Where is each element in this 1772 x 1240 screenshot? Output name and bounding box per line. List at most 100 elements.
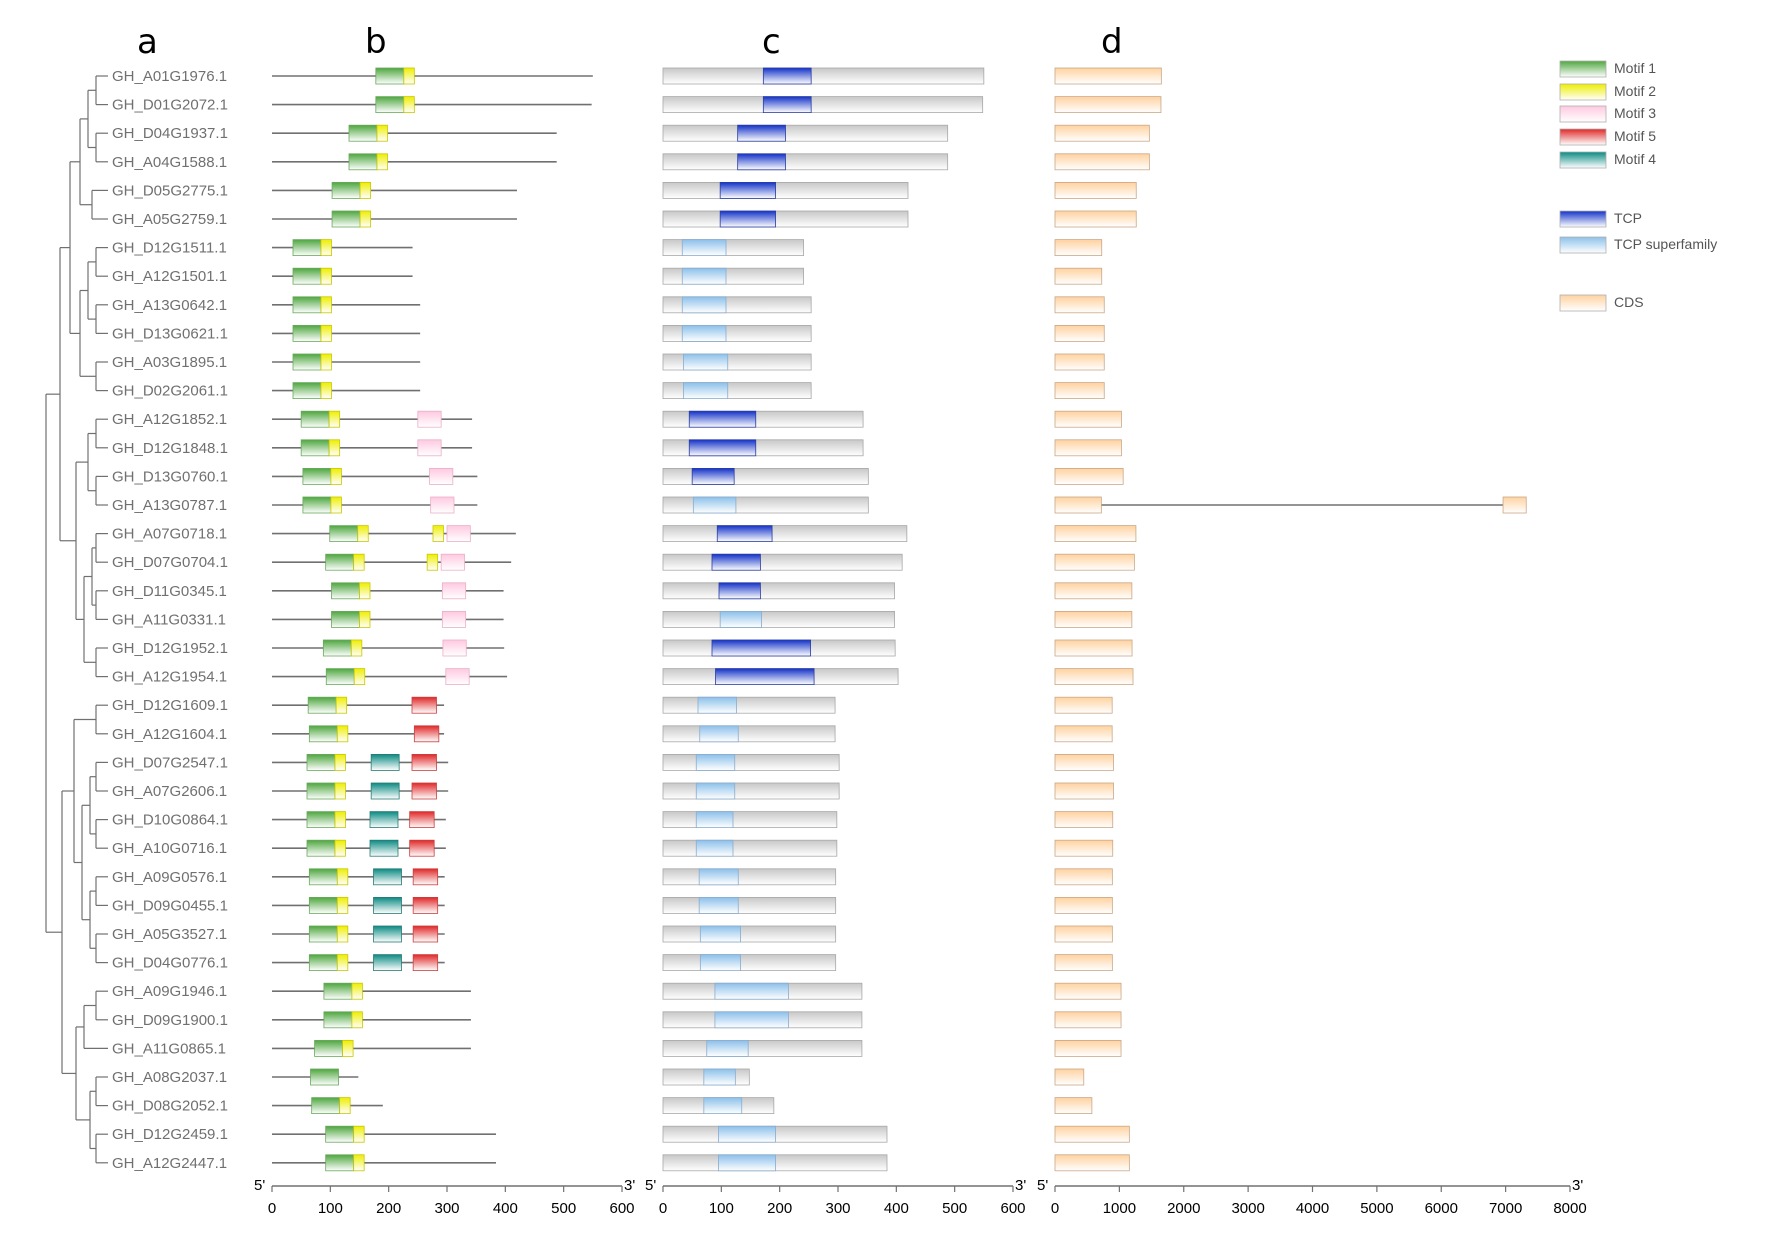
motif-2-box bbox=[334, 811, 346, 828]
motif-3-box bbox=[440, 553, 465, 571]
motif-2-box bbox=[334, 839, 346, 857]
motif-1-box bbox=[375, 67, 405, 85]
gene-label: GH_D02G2061.1 bbox=[112, 383, 228, 400]
motif-1-box bbox=[331, 181, 361, 199]
gene-label: GH_D12G2459.1 bbox=[112, 1126, 228, 1143]
gene-label: GH_A12G1501.1 bbox=[112, 268, 227, 285]
motif-4-box bbox=[373, 868, 402, 886]
cds-exon bbox=[1054, 1154, 1130, 1172]
motif-5-box bbox=[412, 868, 439, 886]
gene-label: GH_D12G1952.1 bbox=[112, 640, 228, 657]
motif-1-box bbox=[329, 525, 359, 542]
motif-1-box bbox=[325, 1154, 355, 1172]
motif-4-box bbox=[369, 811, 399, 828]
tcp-superfamily-domain bbox=[683, 353, 729, 371]
motif-2-box bbox=[426, 553, 439, 571]
gene-labels: GH_A01G1976.1 GH_D01G2072.1 GH_D04G1937.1 G… bbox=[112, 68, 228, 1172]
motif-5-box bbox=[409, 811, 435, 828]
cds-exon bbox=[1502, 496, 1527, 514]
gene-label: GH_A13G0787.1 bbox=[112, 497, 227, 514]
motif-2-box bbox=[336, 897, 349, 914]
tcp-domain bbox=[719, 210, 776, 228]
tcp-domain bbox=[711, 639, 811, 657]
gene-label: GH_A05G3527.1 bbox=[112, 926, 227, 943]
motif-5-box bbox=[412, 954, 439, 971]
protein-bar bbox=[662, 582, 895, 600]
cds-exon bbox=[1054, 153, 1150, 171]
motif-4-box bbox=[373, 954, 402, 971]
tcp-superfamily-domain bbox=[683, 382, 729, 400]
cds-exon bbox=[1054, 582, 1133, 600]
cds-exon bbox=[1054, 439, 1122, 457]
gene-tick-label: 0 bbox=[1051, 1200, 1059, 1217]
motif-1-box bbox=[375, 96, 405, 113]
motif-1-box bbox=[307, 696, 337, 714]
motif-1-box bbox=[308, 925, 338, 943]
protein-bar bbox=[662, 181, 909, 199]
cds-exon bbox=[1054, 639, 1133, 657]
motif-1-box bbox=[323, 982, 353, 1000]
gene-label: GH_A07G2606.1 bbox=[112, 783, 227, 800]
legend-label: CDS bbox=[1614, 294, 1644, 310]
cds-exon bbox=[1054, 839, 1114, 857]
motif-1-box bbox=[300, 439, 330, 457]
protein-bar bbox=[662, 67, 985, 85]
protein-bar bbox=[662, 782, 840, 800]
domain-tick-label: 200 bbox=[767, 1200, 792, 1217]
cds-exon bbox=[1054, 982, 1122, 1000]
motif-end-label: 3' bbox=[624, 1177, 635, 1194]
legend-label: Motif 4 bbox=[1614, 151, 1656, 167]
protein-bar bbox=[662, 611, 895, 628]
motif-1-box bbox=[292, 353, 322, 371]
tcp-domain bbox=[688, 410, 757, 428]
motif-4-box bbox=[370, 782, 400, 800]
cds-exon bbox=[1054, 324, 1105, 342]
motif-1-box bbox=[308, 954, 338, 971]
gene-label: GH_A03G1895.1 bbox=[112, 354, 227, 371]
motif-panel: 0 100 200 300 400 500 600 5' 3' bbox=[254, 67, 635, 1217]
motif-1-box bbox=[325, 668, 355, 685]
protein-bar bbox=[662, 96, 984, 113]
gene-tick-label: 8000 bbox=[1553, 1200, 1586, 1217]
motif-1-box bbox=[331, 611, 360, 628]
cds-exon bbox=[1054, 553, 1135, 571]
motif-3-box bbox=[429, 467, 454, 485]
motif-start-label: 5' bbox=[254, 1177, 265, 1194]
motif-2-box bbox=[432, 525, 444, 542]
tcp-domain bbox=[762, 96, 812, 113]
motif-2-box bbox=[336, 954, 349, 971]
gene-label: GH_A05G2759.1 bbox=[112, 211, 227, 228]
cds-exon bbox=[1054, 811, 1114, 828]
legend-swatch bbox=[1559, 128, 1607, 146]
tcp-superfamily-domain bbox=[706, 1040, 749, 1057]
domain-tick-label: 400 bbox=[884, 1200, 909, 1217]
motif-2-box bbox=[320, 296, 332, 314]
gene-tick-label: 4000 bbox=[1296, 1200, 1329, 1217]
motif-1-box bbox=[308, 897, 338, 914]
motif-2-box bbox=[330, 496, 342, 514]
motif-1-box bbox=[292, 239, 322, 257]
motif-2-box bbox=[328, 439, 341, 457]
motif-2-box bbox=[328, 410, 341, 428]
motif-2-box bbox=[330, 467, 342, 485]
tcp-superfamily-domain bbox=[695, 782, 736, 800]
gene-label: GH_A08G2037.1 bbox=[112, 1069, 227, 1086]
cds-exon bbox=[1054, 1011, 1122, 1029]
motif-2-box bbox=[353, 553, 365, 571]
motif-3-box bbox=[430, 496, 455, 514]
tcp-superfamily-domain bbox=[699, 925, 741, 943]
motif-4-box bbox=[373, 897, 402, 914]
tcp-superfamily-domain bbox=[718, 1154, 776, 1172]
tcp-domain bbox=[688, 439, 757, 457]
motif-1-box bbox=[325, 1125, 355, 1143]
motif-2-box bbox=[320, 382, 332, 400]
legend-swatch bbox=[1559, 236, 1607, 254]
tcp-superfamily-domain bbox=[714, 982, 789, 1000]
gene-label: GH_A04G1588.1 bbox=[112, 154, 227, 171]
motif-1-box bbox=[308, 868, 338, 886]
tcp-superfamily-domain bbox=[698, 868, 739, 886]
motif-1-box bbox=[306, 839, 336, 857]
tcp-superfamily-domain bbox=[695, 754, 736, 771]
tcp-superfamily-domain bbox=[681, 267, 727, 285]
